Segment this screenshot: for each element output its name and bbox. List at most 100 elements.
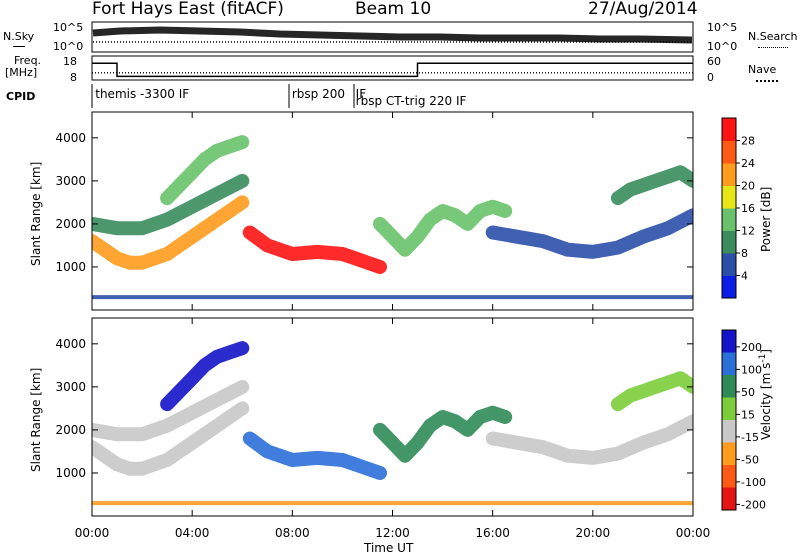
power-cbar-tick-label: 12 (741, 225, 755, 238)
nsearch-label: N.Search (748, 30, 798, 43)
velocity-cbar-segment (722, 375, 736, 398)
frequency-trace (92, 62, 693, 78)
velocity-cbar-tick-label: 200 (741, 341, 762, 354)
power-cbar-label: Power [dB] (759, 187, 773, 252)
power-echo-band (373, 199, 513, 257)
velocity-cbar-tick-label: 100 (741, 363, 762, 376)
power-ytick-label: 1000 (55, 260, 86, 274)
power-echo-band (92, 195, 250, 270)
power-cbar-segment (722, 118, 736, 141)
velocity-cbar-segment (722, 442, 736, 466)
power-cbar-tick-label: 28 (741, 135, 755, 148)
velocity-cbar-segment (722, 330, 736, 353)
velocity-echo-band (242, 431, 387, 480)
velocity-cbar-segment (722, 352, 736, 376)
power-ytick-label: 3000 (55, 174, 86, 188)
cpid-program-label: themis -3300 IF (95, 87, 189, 101)
power-cbar-segment (722, 275, 736, 299)
mhz-label: [MHz] (5, 66, 38, 79)
nsky-trace (92, 26, 693, 44)
velocity-cbar-tick-label: -15 (741, 431, 759, 444)
power-cbar-tick-label: 24 (741, 157, 755, 170)
x-tick-label: 16:00 (475, 526, 510, 540)
x-tick-label: 00:00 (75, 526, 110, 540)
power-echo-band (92, 173, 250, 236)
velocity-colorbar: 200 100 50 15 -15 -50 -100 -200 (721, 329, 766, 511)
cpid-program-label: IF (356, 87, 367, 101)
nave-legend-line (756, 80, 778, 82)
velocity-panel: 1000 2000 3000 4000 Slant Range [km] (29, 317, 694, 517)
velocity-cbar-tick-label: -200 (741, 498, 766, 511)
power-echo-band (160, 135, 250, 206)
velocity-ytick-label: 4000 (55, 337, 86, 351)
nsky-legend-line (13, 46, 25, 47)
power-cbar-segment (722, 253, 736, 276)
date-label: 27/Aug/2014 (588, 0, 698, 19)
velocity-cbar-segment (722, 420, 736, 443)
nave-axis-bottom: 0 (707, 71, 714, 84)
noise-axis-bottom-left: 10^0 (53, 40, 83, 53)
velocity-cbar-label-main: Velocity [m s (759, 363, 773, 440)
power-cbar-tick-label: 16 (741, 202, 755, 215)
power-panel: 1000 2000 3000 4000 Slant Range [km] (29, 111, 694, 311)
freq-panel: 18 8 60 0 (63, 55, 721, 84)
velocity-cbar-segment (722, 397, 736, 421)
beam-label: Beam 10 (355, 0, 432, 19)
velocity-echo-band (92, 379, 250, 442)
velocity-cbar-tick-label: -50 (741, 453, 759, 466)
power-cbar-segment (722, 140, 736, 164)
power-ytick-label: 2000 (55, 217, 86, 231)
velocity-cbar-segment (722, 487, 736, 511)
velocity-ytick-label: 1000 (55, 466, 86, 480)
power-cbar-tick-label: 20 (741, 180, 755, 193)
velocity-cbar-frame (721, 329, 737, 511)
velocity-echo-band (160, 341, 250, 412)
x-tick-label: 08:00 (275, 526, 310, 540)
x-tick-label: 12:00 (375, 526, 410, 540)
power-ytick-label: 4000 (55, 131, 86, 145)
power-echo-band (610, 165, 693, 206)
power-echo-band (242, 225, 387, 274)
velocity-ylabel: Slant Range [km] (29, 368, 43, 472)
power-echo-band (485, 208, 693, 259)
power-cbar-segment (722, 230, 736, 254)
nsky-label: N.Sky (3, 30, 35, 43)
cpid-program-label: rbsp 200 (292, 87, 345, 101)
noise-panel: 10^5 10^0 10^5 10^0 (53, 21, 737, 53)
velocity-echo-band (485, 414, 693, 465)
x-tick-label: 00:00 (676, 526, 711, 540)
power-cbar-tick-label: 4 (741, 270, 748, 283)
freq-axis-top: 18 (63, 55, 77, 68)
velocity-echo-band (610, 371, 693, 412)
power-cbar-segment (722, 185, 736, 209)
noise-axis-bottom-right: 10^0 (707, 40, 737, 53)
velocity-ytick-label: 2000 (55, 423, 86, 437)
freq-label: Freq. (14, 54, 42, 67)
velocity-echo-band (373, 405, 513, 463)
nsearch-legend-line (758, 47, 788, 48)
velocity-cbar-tick-label: 50 (741, 386, 755, 399)
power-ylabel: Slant Range [km] (29, 162, 43, 266)
x-tick-label: 04:00 (175, 526, 210, 540)
velocity-cbar-segment (722, 465, 736, 488)
nave-label: Nave (748, 63, 777, 76)
noise-axis-top-right: 10^5 (707, 21, 737, 34)
x-axis-label: Time UT (363, 541, 414, 554)
velocity-echo-band (92, 401, 250, 476)
station-title: Fort Hays East (fitACF) (92, 0, 284, 19)
x-tick-label: 20:00 (576, 526, 611, 540)
freq-axis-bottom: 8 (70, 71, 77, 84)
velocity-ytick-label: 3000 (55, 380, 86, 394)
power-colorbar: 4 8 12 16 20 24 28 (721, 117, 755, 299)
velocity-cbar-tick-label: -100 (741, 476, 766, 489)
power-cbar-segment (722, 163, 736, 186)
velocity-cbar-tick-label: 15 (741, 408, 755, 421)
velocity-cbar-label: Velocity [m s-1] (758, 349, 773, 440)
velocity-cbar-label-sup: -1 (758, 354, 768, 363)
noise-axis-top-left: 10^5 (53, 21, 83, 34)
velocity-cbar-label-close: ] (759, 349, 773, 354)
nave-axis-top: 60 (707, 55, 721, 68)
power-cbar-tick-label: 8 (741, 247, 748, 260)
